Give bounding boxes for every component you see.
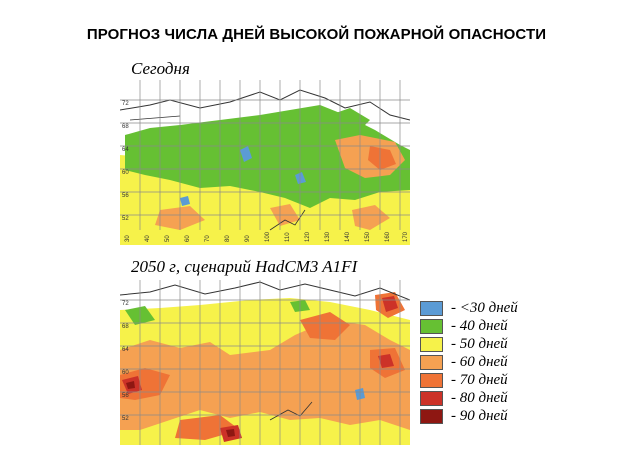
zone-70-days <box>368 146 396 170</box>
legend-swatch <box>420 318 443 334</box>
zone-under-30-days <box>240 146 252 162</box>
map-label-2050: 2050 г, сценарий HadCM3 A1FI <box>131 257 358 276</box>
lon-label: 170 <box>403 231 409 242</box>
zone-90-days <box>126 381 135 389</box>
lat-label-56: 56 <box>122 193 129 199</box>
legend-item: - 40 дней <box>420 318 508 334</box>
legend-swatch <box>420 372 443 388</box>
legend-label: - 60 дней <box>451 353 508 370</box>
lon-label: 80 <box>225 235 231 242</box>
zone-under-30-days <box>180 196 190 206</box>
lon-label: 160 <box>385 231 391 242</box>
lat-label-68: 68 <box>122 324 129 330</box>
zone-60-days <box>352 205 390 230</box>
lat-label-64: 64 <box>122 347 129 353</box>
zone-40-days <box>125 105 410 208</box>
map-today: 72 68 64 60 56 52 30 40 50 60 70 80 90 1… <box>120 80 410 245</box>
lon-label: 30 <box>125 235 131 242</box>
lat-label-52: 52 <box>122 416 129 422</box>
coastline <box>129 115 181 121</box>
zone-under-30-days <box>295 172 306 184</box>
lat-label-72: 72 <box>122 101 129 107</box>
lon-label: 90 <box>245 235 251 242</box>
lon-label: 40 <box>145 235 151 242</box>
page-title: ПРОГНОЗ ЧИСЛА ДНЕЙ ВЫСОКОЙ ПОЖАРНОЙ ОПАС… <box>86 26 547 43</box>
lon-label: 110 <box>285 232 291 242</box>
lon-label: 100 <box>265 231 271 242</box>
lon-label: 70 <box>205 235 211 242</box>
lon-label: 50 <box>165 235 171 242</box>
legend-item: - 50 дней <box>420 336 508 352</box>
lat-label-68: 68 <box>122 124 129 130</box>
coastline <box>120 281 410 301</box>
lon-label: 130 <box>325 231 331 242</box>
lon-label: 150 <box>365 231 371 242</box>
lon-label: 140 <box>345 231 351 242</box>
legend-label: - 50 дней <box>451 335 508 352</box>
lat-label-60: 60 <box>122 370 129 376</box>
zone-90-days <box>226 429 235 437</box>
map-2050: 72 68 64 60 56 52 <box>120 280 410 445</box>
map-today-grid <box>120 80 410 230</box>
legend-swatch <box>420 408 443 424</box>
lat-label-60: 60 <box>122 170 129 176</box>
lat-label-72: 72 <box>122 301 129 307</box>
legend-item: - <30 дней <box>420 300 518 316</box>
legend-item: - 60 дней <box>420 354 508 370</box>
legend-label: - <30 дней <box>451 299 518 316</box>
legend-item: - 90 дней <box>420 408 508 424</box>
legend-label: - 70 дней <box>451 371 508 388</box>
lon-label: 60 <box>185 235 191 242</box>
map-today-svg: 72 68 64 60 56 52 30 40 50 60 70 80 90 1… <box>120 80 410 245</box>
lat-label-64: 64 <box>122 147 129 153</box>
map-2050-svg: 72 68 64 60 56 52 <box>120 280 410 445</box>
legend-label: - 90 дней <box>451 407 508 424</box>
legend-swatch <box>420 390 443 406</box>
zone-80-days <box>378 354 394 368</box>
legend-swatch <box>420 336 443 352</box>
legend-item: - 80 дней <box>420 390 508 406</box>
map-2050-grid <box>120 280 410 445</box>
lon-label: 120 <box>305 231 311 242</box>
zone-60-days <box>120 320 410 430</box>
legend-label: - 40 дней <box>451 317 508 334</box>
legend-item: - 70 дней <box>420 372 508 388</box>
lat-label-52: 52 <box>122 216 129 222</box>
lat-label-56: 56 <box>122 393 129 399</box>
zone-70-days <box>300 312 350 340</box>
legend-swatch <box>420 354 443 370</box>
legend-label: - 80 дней <box>451 389 508 406</box>
map-label-today: Сегодня <box>131 59 190 78</box>
legend-swatch <box>420 300 443 316</box>
